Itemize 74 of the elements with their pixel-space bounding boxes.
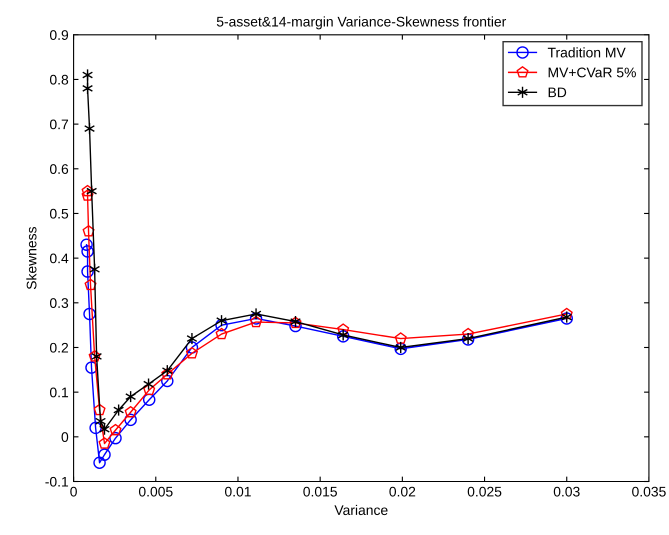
x-tick-label: 0 [70,486,77,497]
point [85,361,98,374]
x-tick-label: 0.02 [389,486,416,497]
legend-label: BD [548,88,566,98]
x-tick-label: 0.03 [554,486,580,497]
point [462,328,474,340]
point [89,263,100,276]
chart-title: 5-asset&14-margin Variance-Skewness frontier [216,16,506,30]
point [86,184,98,198]
point [82,189,94,201]
point [93,456,106,469]
point [110,424,122,436]
point [186,332,198,345]
point [98,422,110,436]
point [98,448,111,461]
y-tick-label: 0 [62,432,68,442]
y-tick-label: 0.1 [50,387,68,398]
y-axis-title: Skewness [26,226,36,290]
y-tick-label: 0.6 [50,164,68,174]
point [84,122,96,135]
point [142,394,156,406]
point [560,308,573,320]
point [82,225,95,237]
y-tick-label: 0.4 [50,253,68,264]
x-tick-label: 0.015 [303,486,337,497]
point [109,432,122,444]
point [216,328,228,340]
point [95,414,106,428]
x-tick-label: 0.01 [225,486,251,497]
point [98,437,110,449]
point [82,82,94,95]
y-tick-label: -0.1 [45,476,68,487]
point [186,341,198,354]
point [89,422,102,434]
y-tick-label: 0.9 [50,30,68,40]
point [81,265,94,278]
y-tick-label: 0.2 [50,342,68,353]
point [91,350,102,363]
point [124,414,137,426]
point [161,368,174,380]
point [125,390,136,403]
y-tick-label: 0.3 [50,298,68,308]
point [186,347,198,358]
point [124,406,137,418]
legend-label: Tradition MV [548,47,626,58]
y-tick-label: 0.8 [50,74,68,85]
point [82,68,94,82]
point [289,320,302,332]
point [81,245,94,258]
point [143,384,156,396]
x-axis-title: Variance [334,504,388,516]
point [82,184,94,196]
point [113,404,124,416]
point [88,350,101,362]
x-tick-label: 0.025 [468,486,502,497]
point [84,278,96,290]
point [250,312,262,325]
point [337,323,350,335]
y-tick-label: 0.7 [50,119,68,130]
point [216,314,228,327]
y-tick-label: 0.5 [50,208,68,219]
x-tick-label: 0.035 [632,486,666,497]
legend-label: MV+CVaR 5% [548,68,636,78]
point [161,374,174,388]
point [250,308,262,320]
point [162,364,173,377]
x-tick-label: 0.005 [138,486,173,497]
point [80,238,93,251]
point [83,308,96,320]
point [250,316,262,328]
point [394,332,407,344]
point [215,318,228,332]
point [94,404,106,416]
point [143,378,154,390]
